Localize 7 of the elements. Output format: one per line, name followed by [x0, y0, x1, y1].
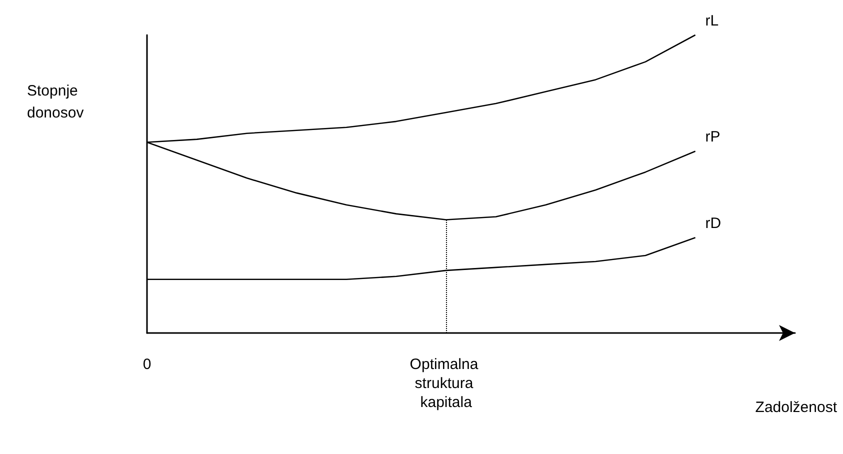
series-label: rP: [705, 128, 720, 146]
x-tick-label: 0: [142, 356, 152, 373]
series-label: rL: [705, 12, 719, 30]
x-axis-title: Zadolženost: [755, 399, 838, 416]
y-axis-title: Stopnje donosov: [27, 82, 84, 122]
x-tick-label: Optimalna struktura kapitala: [410, 356, 482, 411]
series-label: rD: [705, 215, 722, 232]
